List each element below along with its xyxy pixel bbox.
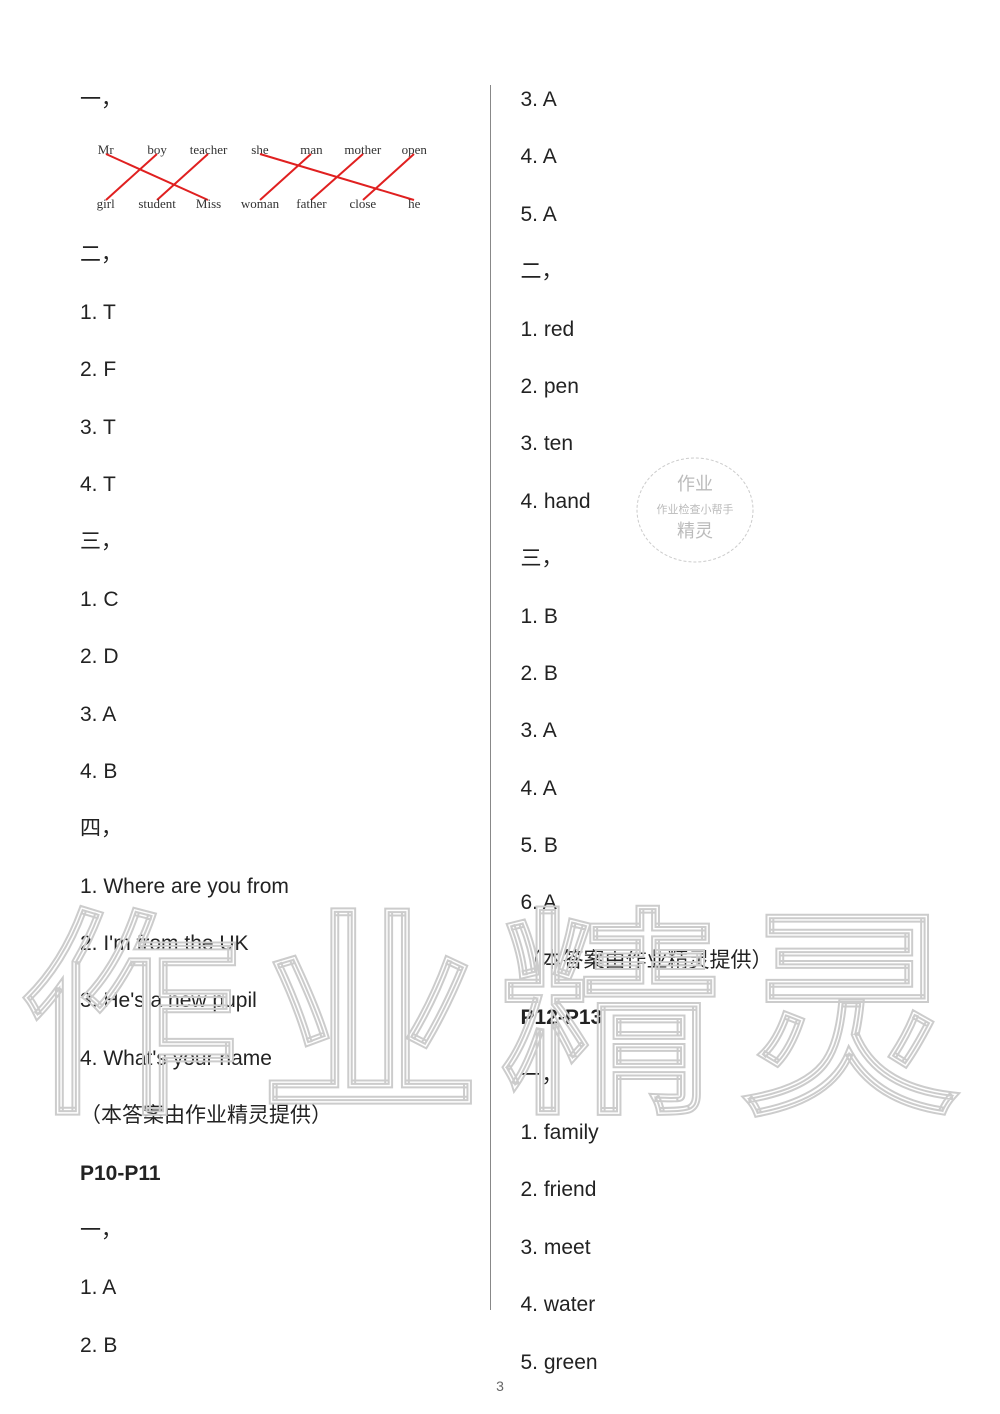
answer-item: 2. pen (521, 372, 901, 401)
section-header: 三， (80, 527, 460, 556)
right-column: 3. A 4. A 5. A 二， 1. red 2. pen 3. ten 4. han… (491, 85, 921, 1310)
answer-item: 3. A (521, 85, 901, 114)
answer-item: 4. hand (521, 487, 901, 516)
answer-item: 2. B (80, 1331, 460, 1360)
page-number: 3 (0, 1378, 1000, 1394)
answer-item: 1. T (80, 298, 460, 327)
answer-item: 1. red (521, 315, 901, 344)
answer-item: 4. What's your name (80, 1044, 460, 1073)
answer-item: 1. A (80, 1273, 460, 1302)
section-header: 三， (521, 544, 901, 573)
credit-text: （本答案由作业精灵提供） (80, 1101, 460, 1130)
section-header: 一， (80, 85, 460, 114)
answer-item: 1. Where are you from (80, 872, 460, 901)
answer-item: 1. C (80, 585, 460, 614)
answer-item: 5. green (521, 1348, 901, 1377)
section-header: 四， (80, 814, 460, 843)
answer-item: 2. F (80, 355, 460, 384)
answer-item: 5. B (521, 831, 901, 860)
credit-text: （本答案由作业精灵提供） (521, 946, 901, 975)
answer-item: 2. friend (521, 1175, 901, 1204)
answer-item: 2. B (521, 659, 901, 688)
answer-item: 4. B (80, 757, 460, 786)
section-header: 一， (80, 1216, 460, 1245)
page-container: 一， Mrboyteachershemanmotheropen girlstud… (0, 0, 1000, 1350)
matching-word: girl (80, 196, 131, 212)
answer-item: 1. B (521, 602, 901, 631)
section-header: 一， (521, 1061, 901, 1090)
answer-item: 3. A (80, 700, 460, 729)
matching-diagram: Mrboyteachershemanmotheropen girlstudent… (80, 142, 440, 212)
matching-word: father (286, 196, 337, 212)
answer-item: 4. A (521, 142, 901, 171)
matching-word: student (131, 196, 182, 212)
answer-item: 1. family (521, 1118, 901, 1147)
answer-item: 2. D (80, 642, 460, 671)
matching-word: Miss (183, 196, 234, 212)
section-header: 二， (521, 257, 901, 286)
left-column: 一， Mrboyteachershemanmotheropen girlstud… (80, 85, 491, 1310)
answer-item: 3. ten (521, 429, 901, 458)
answer-item: 3. T (80, 413, 460, 442)
answer-item: 4. T (80, 470, 460, 499)
answer-item: 4. water (521, 1290, 901, 1319)
page-range: P12-P13 (521, 1003, 901, 1032)
answer-item: 3. A (521, 716, 901, 745)
section-header: 二， (80, 240, 460, 269)
answer-item: 3. He's a new pupil (80, 986, 460, 1015)
matching-word: he (389, 196, 440, 212)
answer-item: 3. meet (521, 1233, 901, 1262)
matching-word: close (337, 196, 388, 212)
answer-item: 4. A (521, 774, 901, 803)
answer-item: 5. A (521, 200, 901, 229)
answer-item: 6. A (521, 888, 901, 917)
answer-item: 2. I'm from the UK (80, 929, 460, 958)
matching-lines-svg (80, 152, 440, 202)
page-range: P10-P11 (80, 1159, 460, 1188)
matching-word: woman (234, 196, 285, 212)
